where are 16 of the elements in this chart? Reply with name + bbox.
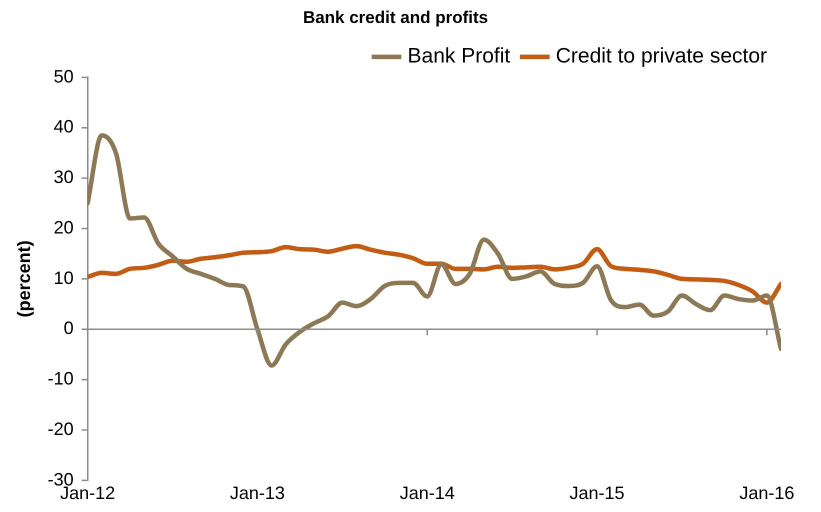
x-tick-label: Jan-14: [400, 483, 455, 504]
legend-label: Bank Profit: [408, 44, 510, 68]
legend-label: Credit to private sector: [556, 44, 768, 68]
y-tick-label: 20: [54, 217, 74, 238]
chart-title: Bank credit and profits: [302, 8, 488, 27]
y-axis-title: (percent): [14, 240, 34, 318]
y-tick-label: 0: [64, 318, 74, 338]
x-tick-label: Jan-15: [570, 483, 625, 504]
y-tick-label: 50: [54, 66, 74, 86]
y-tick-label: 10: [54, 268, 74, 288]
y-tick-label: 30: [54, 167, 74, 188]
y-tick-label: 40: [54, 116, 74, 137]
y-tick-label: -10: [48, 368, 74, 389]
x-tick-label: Jan-13: [230, 483, 285, 504]
x-tick-label: Jan-16: [739, 483, 794, 504]
y-tick-label: -20: [48, 418, 74, 439]
